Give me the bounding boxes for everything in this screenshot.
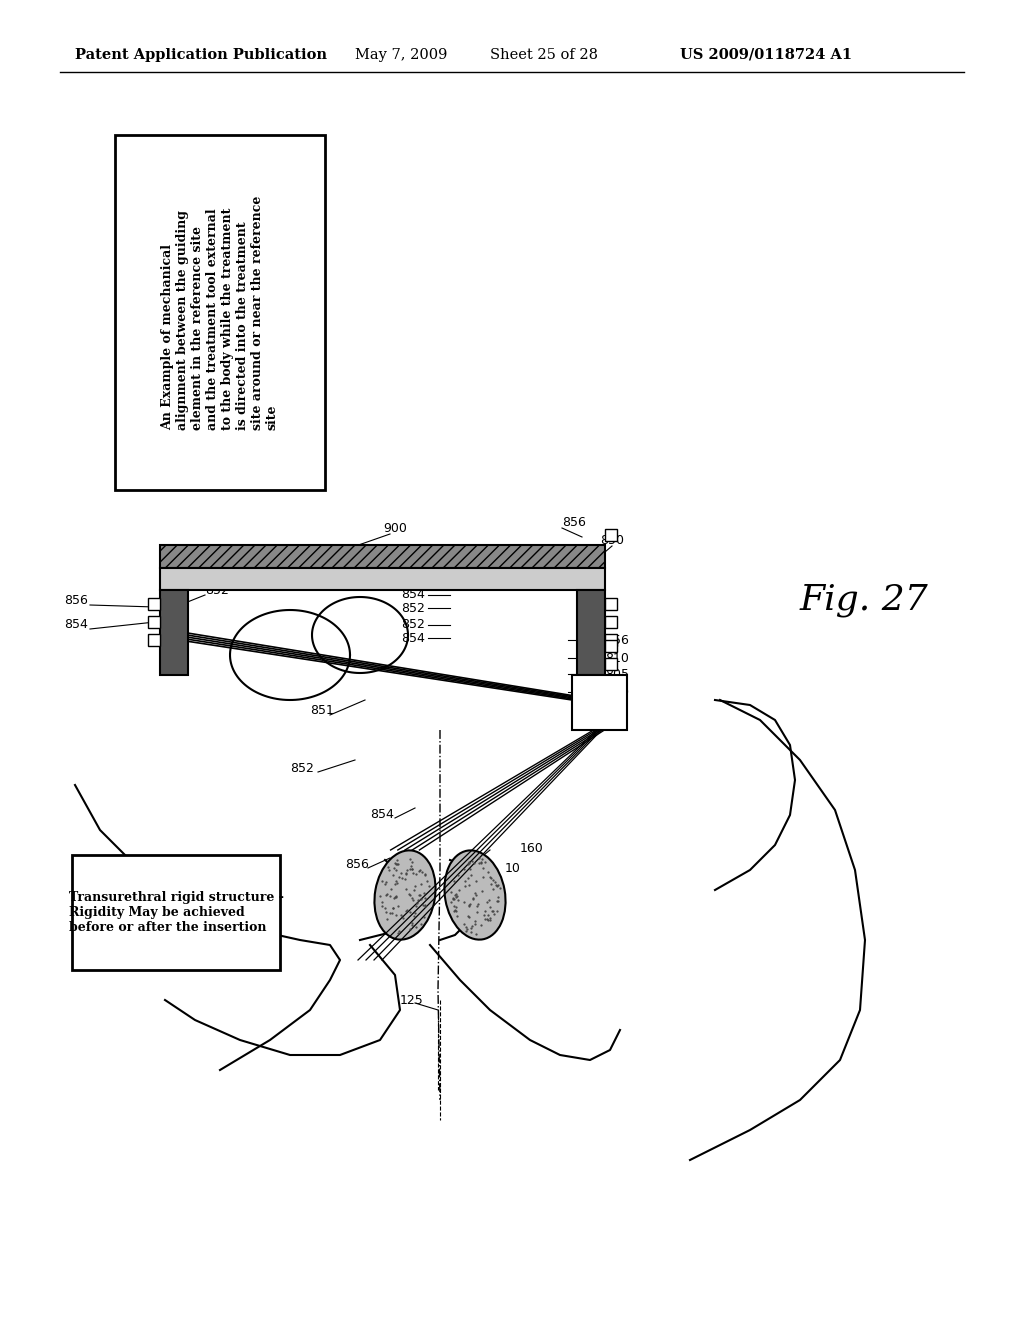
Bar — [115, 135, 325, 490]
Text: 160: 160 — [520, 842, 544, 854]
Text: 856: 856 — [562, 516, 586, 528]
Text: 805: 805 — [605, 668, 629, 681]
Bar — [605, 529, 617, 541]
Text: 856: 856 — [65, 594, 88, 606]
Ellipse shape — [375, 850, 435, 940]
Text: 856: 856 — [345, 858, 369, 871]
Text: Fig. 27: Fig. 27 — [800, 583, 929, 616]
Bar — [605, 634, 617, 645]
Text: 850: 850 — [600, 533, 624, 546]
Text: 852: 852 — [401, 602, 425, 615]
Text: Patent Application Publication: Patent Application Publication — [75, 48, 327, 62]
Text: 852: 852 — [401, 619, 425, 631]
Text: Transurethral rigid structure -
Rigidity May be achieved
before or after the ins: Transurethral rigid structure - Rigidity… — [69, 891, 284, 935]
Text: 852: 852 — [290, 762, 314, 775]
Bar — [160, 590, 188, 675]
Text: 851: 851 — [310, 704, 334, 717]
Text: Sheet 25 of 28: Sheet 25 of 28 — [490, 48, 598, 62]
Text: 900: 900 — [383, 521, 407, 535]
Text: 854: 854 — [65, 618, 88, 631]
Text: US 2009/0118724 A1: US 2009/0118724 A1 — [680, 48, 852, 62]
Bar — [605, 657, 617, 671]
Text: 10: 10 — [505, 862, 521, 874]
Bar — [160, 568, 605, 590]
Bar — [577, 590, 605, 675]
Bar — [605, 640, 617, 652]
Text: 800: 800 — [605, 685, 629, 698]
Ellipse shape — [444, 850, 506, 940]
Text: May 7, 2009: May 7, 2009 — [355, 48, 447, 62]
Bar — [605, 616, 617, 628]
Text: An Example of mechanical
alignment between the guiding
element in the reference : An Example of mechanical alignment betwe… — [161, 195, 279, 430]
Text: 125: 125 — [400, 994, 424, 1006]
Bar — [572, 675, 627, 730]
Bar — [72, 855, 280, 970]
Bar — [148, 598, 160, 610]
Text: 810: 810 — [605, 652, 629, 664]
Bar — [160, 545, 605, 568]
Text: 856: 856 — [605, 634, 629, 647]
Bar — [148, 634, 160, 645]
Text: 854: 854 — [401, 631, 425, 644]
Text: 852: 852 — [205, 583, 229, 597]
Bar — [160, 545, 605, 568]
Bar — [148, 616, 160, 628]
Text: 854: 854 — [401, 589, 425, 602]
Text: 854: 854 — [370, 808, 394, 821]
Bar — [605, 598, 617, 610]
